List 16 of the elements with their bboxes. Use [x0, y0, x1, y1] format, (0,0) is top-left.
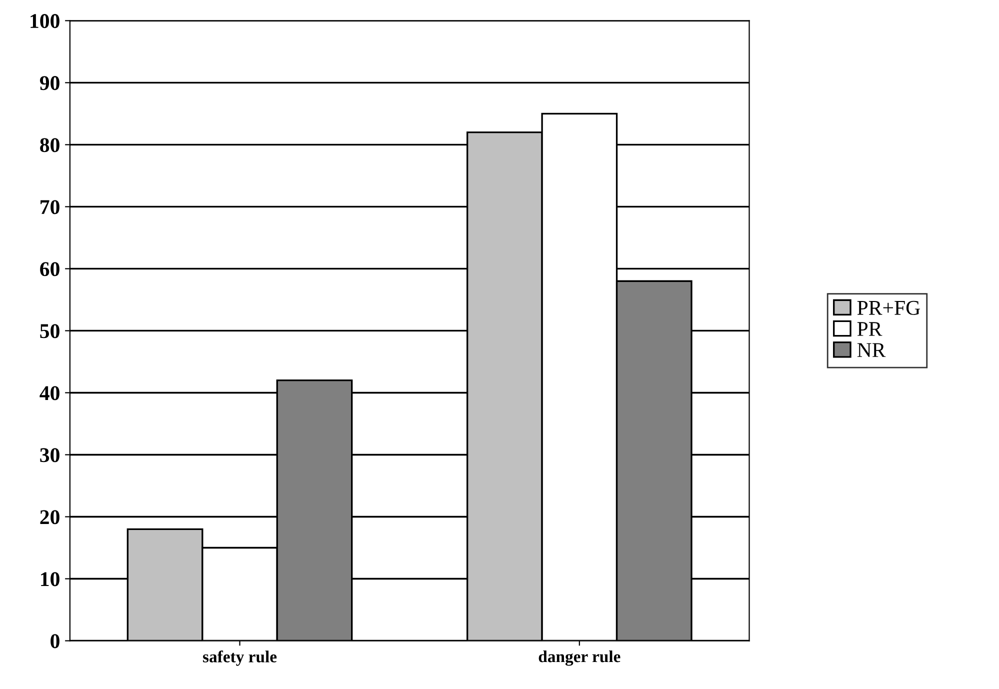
x-tick-label: safety rule: [203, 650, 277, 666]
y-tick-label: 50: [40, 324, 60, 338]
y-tick-label: 80: [40, 138, 60, 152]
legend-label: PR: [857, 322, 882, 336]
x-tick-label: danger rule: [538, 650, 620, 666]
legend-label: PR+FG: [857, 300, 920, 315]
y-tick-label: 40: [40, 386, 60, 400]
y-tick-label: 0: [50, 634, 60, 648]
y-tick-label: 30: [40, 448, 60, 462]
y-tick-label: 70: [40, 200, 60, 214]
legend-label: NR: [857, 343, 886, 357]
y-tick-label: 100: [30, 14, 60, 28]
y-tick-label: 90: [40, 76, 60, 90]
y-tick-label: 20: [40, 510, 60, 524]
y-tick-label: 60: [40, 262, 60, 276]
y-tick-label: 10: [41, 572, 60, 586]
